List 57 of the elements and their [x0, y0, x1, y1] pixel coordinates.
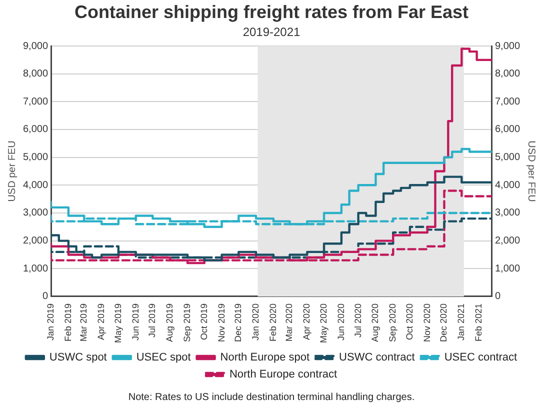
x-tick-label: Mar 2020 [284, 303, 294, 342]
y-tick-label: 7,000 [22, 96, 48, 108]
x-tick-label: May 2020 [318, 303, 329, 344]
y2-tick-label: 5,000 [494, 152, 520, 164]
x-tick-label: Jan 2021 [456, 303, 466, 341]
y-axis-title: USD per FEU [6, 140, 18, 202]
x-tick-label: Apr 2019 [96, 303, 106, 340]
x-tick-label: Nov 2020 [422, 303, 432, 342]
y-tick-label: 3,000 [22, 208, 48, 219]
legend-label: USWC spot [49, 352, 107, 364]
chart-subtitle: 2019-2021 [242, 25, 301, 40]
y-tick-label: 4,000 [22, 180, 48, 191]
x-tick-label: Jan 2019 [46, 303, 56, 341]
y2-tick-label: 6,000 [494, 124, 520, 136]
legend-label: USWC contract [339, 352, 415, 364]
y-tick-label: 8,000 [22, 68, 48, 80]
x-tick-label: Jan 2020 [250, 303, 261, 341]
y2-tick-label: 0 [494, 291, 501, 302]
legend-label: North Europe spot [220, 352, 310, 364]
x-tick-label: Sep 2019 [182, 303, 192, 342]
legend-label: USEC spot [136, 352, 191, 364]
x-tick-label: Feb 2020 [268, 303, 278, 342]
y2-tick-label: 8,000 [494, 68, 520, 80]
x-tick-label: Jul 2019 [147, 303, 158, 338]
y2-tick-label: 4,000 [494, 180, 520, 191]
y-tick-label: 6,000 [22, 124, 48, 136]
x-tick-label: Jul 2020 [352, 303, 363, 338]
x-tick-label: Feb 2021 [474, 303, 484, 342]
y-tick-label: 0 [42, 291, 48, 302]
text: Note: Rates to US include destination terminal handling charges. [127, 392, 416, 403]
y-tick-label: 5,000 [22, 152, 48, 164]
x-tick-label: Aug 2019 [164, 303, 175, 342]
y-tick-label: 2,000 [22, 236, 48, 247]
legend-label: USEC contract [444, 352, 518, 364]
y-tick-label: 1,000 [22, 263, 48, 274]
x-tick-label: Dec 2019 [233, 303, 244, 342]
y2-tick-label: 2,000 [494, 236, 520, 247]
x-tick-label: Aug 2020 [370, 303, 380, 342]
x-tick-label: Oct 2019 [198, 303, 209, 340]
x-tick-label: Nov 2019 [216, 303, 226, 342]
x-tick-label: Mar 2019 [78, 303, 89, 342]
y2-tick-label: 7,000 [494, 96, 520, 108]
x-tick-label: Dec 2020 [438, 303, 449, 342]
legend-label: North Europe contract [229, 368, 338, 381]
x-tick-label: Apr 2020 [302, 303, 312, 340]
y2-tick-label: 1,000 [494, 263, 520, 274]
y2-tick-label: 9,000 [494, 40, 520, 52]
y-tick-label: 9,000 [22, 40, 48, 52]
x-tick-label: Jun 2020 [336, 303, 346, 341]
x-tick-label: Feb 2019 [62, 303, 73, 342]
x-tick-label: Sep 2020 [388, 303, 398, 342]
chart-title: Container shipping freight rates from Far East [74, 2, 469, 22]
y2-tick-label: 3,000 [494, 208, 520, 219]
x-tick-label: Jun 2019 [130, 303, 140, 341]
y2-axis-title: USD per FEU [525, 140, 536, 202]
x-tick-label: Oct 2020 [404, 303, 414, 340]
x-tick-label: May 2019 [112, 303, 123, 344]
